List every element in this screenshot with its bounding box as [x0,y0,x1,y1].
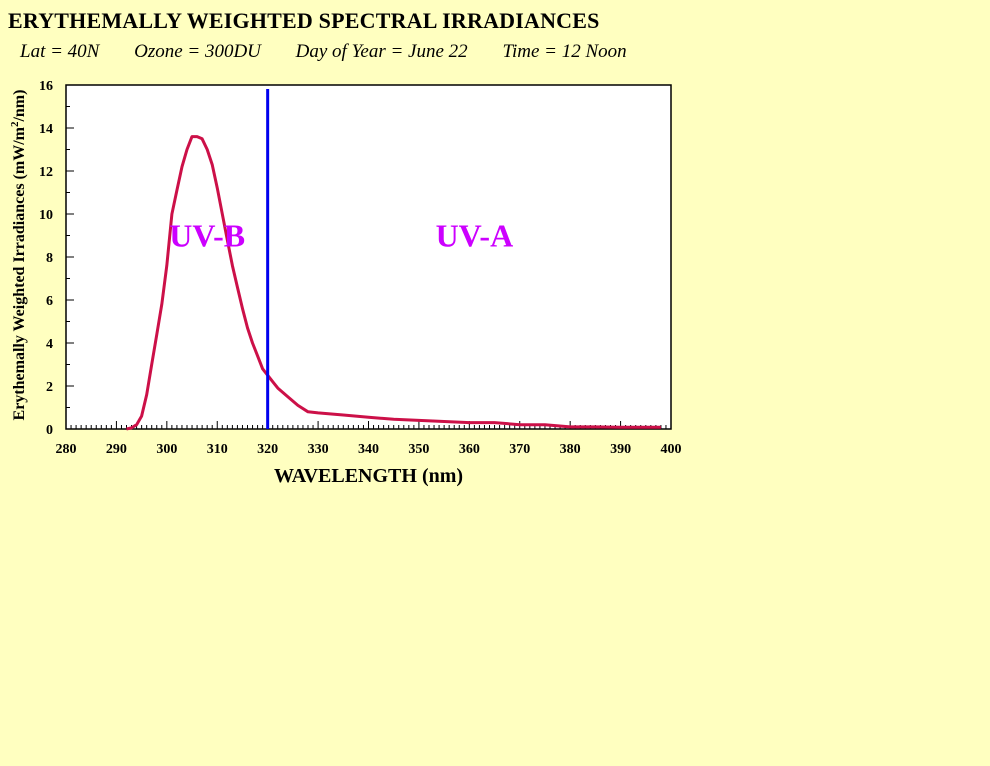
x-tick-label: 400 [661,442,682,457]
y-tick-label: 8 [46,251,53,266]
x-tick-label: 330 [308,442,329,457]
x-tick-label: 370 [509,442,530,457]
x-tick-label: 390 [610,442,631,457]
x-tick-label: 340 [358,442,379,457]
y-axis-label-sup: 2 [9,121,21,127]
x-axis-label: WAVELENGTH (nm) [274,465,463,487]
y-tick-label: 0 [46,423,53,438]
y-tick-label: 12 [39,165,53,180]
subtitle-ozone: Ozone = 300DU [134,41,261,62]
y-tick-label: 14 [39,122,53,137]
y-tick-label: 6 [46,294,53,309]
x-tick-label: 350 [408,442,429,457]
y-tick-label: 4 [46,337,53,352]
y-tick-label: 10 [39,208,53,223]
x-tick-label: 280 [56,442,77,457]
x-tick-label: 380 [560,442,581,457]
y-axis-label-prefix: Erythemally Weighted Irradiances (mW/m [11,126,28,420]
axis-tick-labels: 280 290 300 310 320 330 340 350 360 370 380 390 400 0… [39,79,682,457]
band-label-uv-a: UV-A [436,218,514,254]
x-tick-label: 290 [106,442,127,457]
y-axis-label: Erythemally Weighted Irradiances (mW/m2/… [9,90,28,421]
chart-subtitle: Lat = 40N Ozone = 300DU Day of Year = Ju… [20,41,657,63]
subtitle-day: Day of Year = June 22 [295,41,468,62]
subtitle-time: Time = 12 Noon [502,41,627,62]
band-annotations: UV-B UV-A [169,218,513,254]
plot-area [65,84,672,430]
y-tick-label: 2 [46,380,53,395]
x-tick-label: 320 [257,442,278,457]
chart-title: ERYTHEMALLY WEIGHTED SPECTRAL IRRADIANCE… [8,8,600,33]
x-tick-label: 300 [156,442,177,457]
irradiance-series-line [126,135,661,431]
y-axis-label-suffix: /nm) [11,90,28,123]
x-tick-label: 360 [459,442,480,457]
y-tick-label: 16 [39,79,53,94]
subtitle-lat: Lat = 40N [20,41,100,62]
band-label-uv-b: UV-B [169,218,245,254]
x-tick-label: 310 [207,442,228,457]
